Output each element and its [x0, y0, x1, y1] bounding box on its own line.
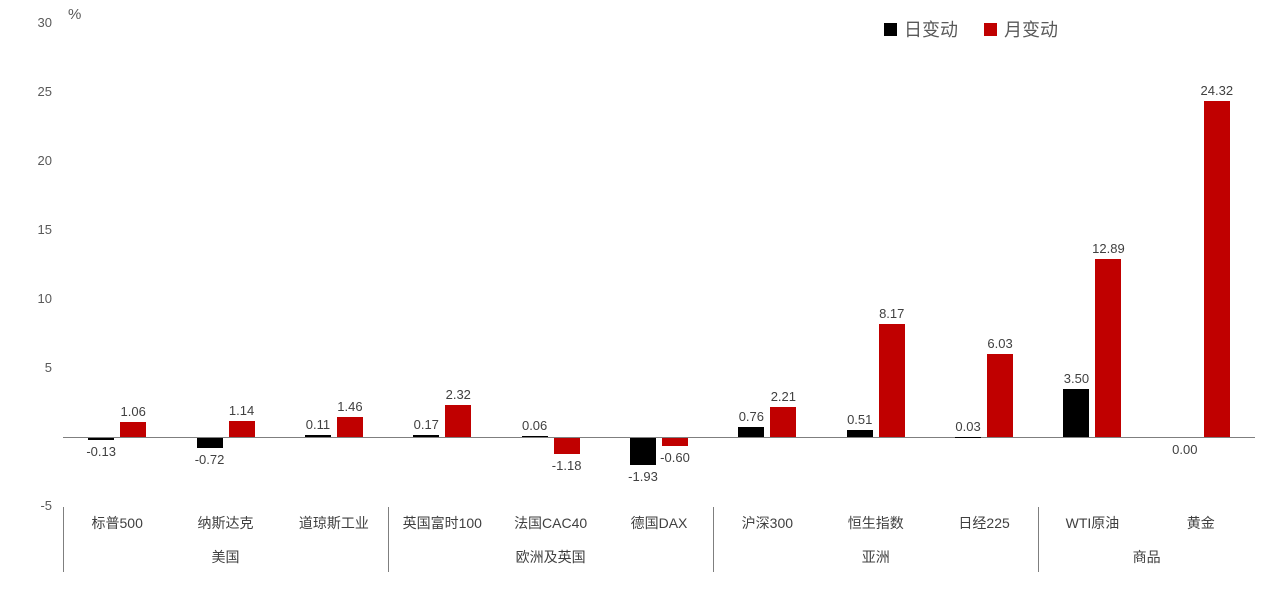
- category-label-1: 纳斯达克: [197, 515, 254, 531]
- value-label-monthly-4: -1.18: [551, 458, 582, 474]
- category-label-6: 沪深300: [741, 515, 794, 531]
- legend-label-daily: 日变动: [904, 20, 958, 40]
- value-label-monthly-5: -0.60: [660, 450, 690, 466]
- group-divider-1: [388, 507, 389, 572]
- group-label-0: 美国: [211, 549, 240, 565]
- y-axis-tick-20: 20: [37, 153, 52, 168]
- value-label-daily-8: 0.03: [955, 418, 981, 434]
- value-label-daily-0: -0.13: [86, 443, 116, 459]
- value-label-daily-3: 0.17: [413, 416, 439, 432]
- group-label-2: 亚洲: [861, 549, 890, 565]
- bar-monthly-7: [878, 324, 905, 437]
- value-label-daily-5: -1.93: [628, 468, 658, 484]
- value-label-monthly-9: 12.89: [1092, 241, 1125, 257]
- value-label-monthly-7: 8.17: [879, 306, 905, 322]
- category-label-2: 道琼斯工业: [298, 515, 369, 531]
- bar-daily-2: [304, 435, 331, 437]
- category-label-8: 日经225: [958, 515, 1010, 531]
- category-label-5: 德国DAX: [630, 515, 688, 531]
- y-axis-tick-5: 5: [44, 360, 52, 375]
- value-label-daily-4: 0.06: [521, 418, 548, 434]
- value-label-daily-2: 0.11: [305, 417, 331, 433]
- value-label-daily-7: 0.51: [847, 411, 873, 427]
- value-label-monthly-10: 24.32: [1200, 83, 1234, 99]
- y-axis-tick-10: 10: [37, 291, 52, 306]
- bar-monthly-5: [662, 438, 688, 447]
- bar-monthly-1: [228, 421, 255, 437]
- group-divider-2: [713, 507, 714, 572]
- legend-label-monthly: 月变动: [1004, 20, 1058, 40]
- value-label-daily-1: -0.72: [194, 451, 225, 467]
- category-label-3: 英国富时100: [402, 515, 482, 531]
- bar-monthly-2: [336, 416, 363, 437]
- value-label-daily-9: 3.50: [1063, 370, 1090, 386]
- value-label-monthly-3: 2.32: [445, 386, 471, 402]
- bar-daily-1: [196, 438, 223, 448]
- bar-daily-4: [521, 436, 548, 438]
- category-label-10: 黄金: [1186, 515, 1215, 531]
- category-label-4: 法国CAC40: [514, 515, 588, 531]
- bar-monthly-10: [1203, 101, 1230, 437]
- value-label-monthly-0: 1.06: [120, 404, 146, 420]
- bar-daily-5: [630, 438, 656, 465]
- bar-monthly-9: [1095, 259, 1122, 437]
- y-axis-tick-25: 25: [37, 84, 52, 99]
- bar-monthly-3: [445, 404, 472, 437]
- category-label-7: 恒生指数: [847, 515, 904, 531]
- group-divider-3: [1038, 507, 1039, 572]
- bar-daily-9: [1063, 388, 1090, 437]
- y-axis-tick-30: 30: [37, 15, 52, 30]
- value-label-monthly-2: 1.46: [337, 398, 363, 414]
- bar-daily-6: [738, 426, 765, 437]
- bar-daily-0: [88, 438, 115, 440]
- category-label-9: WTI原油: [1065, 515, 1120, 531]
- legend-item-daily-change: 日变动: [884, 16, 958, 42]
- bar-monthly-8: [987, 353, 1014, 437]
- y-axis-unit-label: %: [68, 6, 82, 23]
- value-label-daily-10: 0.00: [1172, 442, 1198, 457]
- value-label-monthly-6: 2.21: [770, 388, 797, 404]
- legend: 日变动 月变动: [884, 16, 1058, 42]
- bar-monthly-4: [553, 438, 580, 455]
- x-axis-line: [63, 437, 1255, 438]
- bar-monthly-0: [120, 422, 147, 437]
- group-label-3: 商品: [1132, 549, 1161, 565]
- legend-item-monthly-change: 月变动: [984, 16, 1058, 42]
- bar-daily-7: [846, 429, 873, 437]
- group-label-1: 欧洲及英国: [515, 549, 586, 565]
- y-axis-tick-15: 15: [37, 222, 52, 237]
- value-label-daily-6: 0.76: [738, 408, 765, 424]
- value-label-monthly-1: 1.14: [228, 403, 255, 419]
- legend-swatch-daily-icon: [884, 22, 897, 36]
- value-label-monthly-8: 6.03: [987, 335, 1013, 351]
- y-axis-tick--5: -5: [40, 498, 52, 513]
- bar-monthly-6: [770, 406, 797, 437]
- bar-daily-8: [955, 436, 982, 438]
- group-divider-0: [63, 507, 64, 572]
- category-label-0: 标普500: [91, 515, 143, 531]
- legend-swatch-monthly-icon: [984, 22, 997, 36]
- bar-daily-3: [413, 434, 440, 437]
